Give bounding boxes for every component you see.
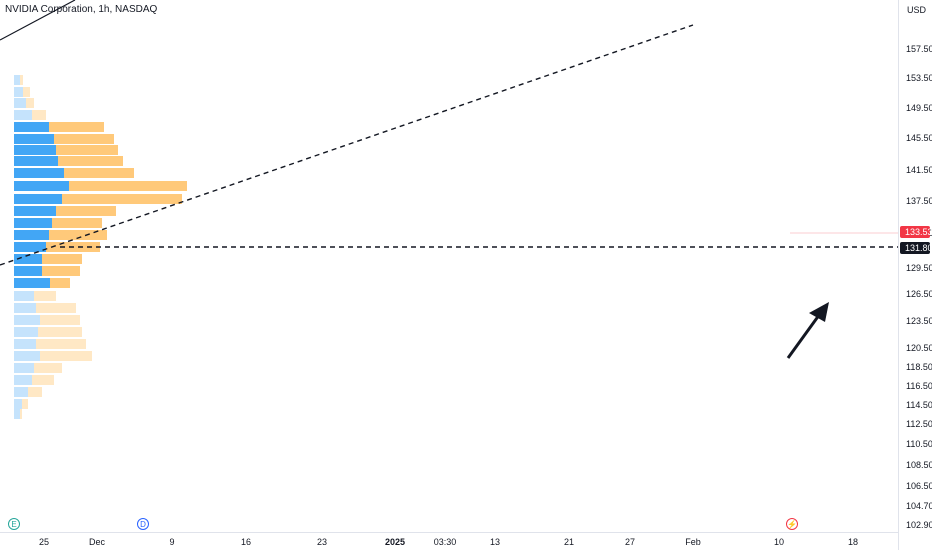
volume-profile-row	[14, 387, 42, 397]
volume-profile-row	[14, 303, 76, 313]
volume-profile	[14, 75, 187, 419]
volume-profile-row	[14, 194, 182, 204]
volume-profile-row	[14, 156, 123, 166]
volume-profile-row	[14, 266, 80, 276]
volume-profile-row	[14, 206, 116, 216]
volume-profile-row	[14, 134, 114, 144]
volume-profile-row	[14, 218, 102, 228]
volume-profile-row	[14, 181, 187, 191]
volume-profile-row	[14, 291, 56, 301]
volume-profile-row	[14, 122, 104, 132]
volume-profile-row	[14, 110, 46, 120]
volume-profile-row	[14, 315, 80, 325]
volume-profile-row	[14, 87, 30, 97]
volume-profile-row	[14, 278, 70, 288]
volume-profile-row	[14, 399, 28, 409]
volume-profile-row	[14, 75, 23, 85]
volume-profile-row	[14, 363, 62, 373]
volume-profile-row	[14, 409, 22, 419]
volume-profile-row	[14, 339, 86, 349]
volume-profile-row	[14, 351, 92, 361]
chart-title: NVIDIA Corporation, 1h, NASDAQ	[5, 4, 158, 15]
volume-profile-row	[14, 254, 82, 264]
volume-profile-row	[14, 230, 107, 240]
volume-profile-row	[14, 168, 134, 178]
volume-profile-row	[14, 327, 82, 337]
volume-profile-row	[14, 98, 34, 108]
volume-profile-row	[14, 375, 54, 385]
volume-profile-row	[14, 145, 118, 155]
